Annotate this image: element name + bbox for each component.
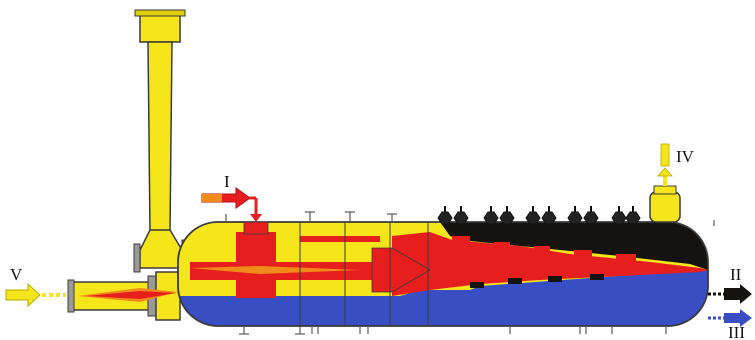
valve-icon xyxy=(583,206,599,225)
label-stream-i: I xyxy=(224,172,230,191)
valve-icon xyxy=(437,206,453,225)
exhaust-stack xyxy=(133,9,189,277)
top-nozzles xyxy=(225,211,715,226)
label-stream-iii: III xyxy=(728,323,745,340)
inlet-arrow-i: I xyxy=(201,172,269,235)
valve-icon xyxy=(483,206,499,225)
label-stream-iv: IV xyxy=(676,147,695,166)
valve-icon xyxy=(453,206,469,225)
outlet-arrow-ii: II xyxy=(708,265,752,304)
outlet-arrow-iii: III xyxy=(708,309,752,340)
gas-outlet-iv: IV xyxy=(649,143,695,223)
label-stream-v: V xyxy=(10,265,23,284)
valve-icon xyxy=(611,206,627,225)
valve-icon xyxy=(525,206,541,225)
valve-icon xyxy=(499,206,515,225)
hot-zone xyxy=(392,232,708,296)
inlet-arrow-v: V xyxy=(5,265,66,308)
water-phase xyxy=(178,270,708,326)
burner-assembly xyxy=(67,271,181,321)
label-stream-ii: II xyxy=(730,265,742,284)
valve-icon xyxy=(625,206,641,225)
bottom-nozzles xyxy=(239,326,667,335)
heavy-phase xyxy=(440,222,708,270)
separator-vessel xyxy=(178,222,708,326)
top-valves xyxy=(437,206,641,225)
valve-icon xyxy=(541,206,557,225)
valve-icon xyxy=(567,206,583,225)
